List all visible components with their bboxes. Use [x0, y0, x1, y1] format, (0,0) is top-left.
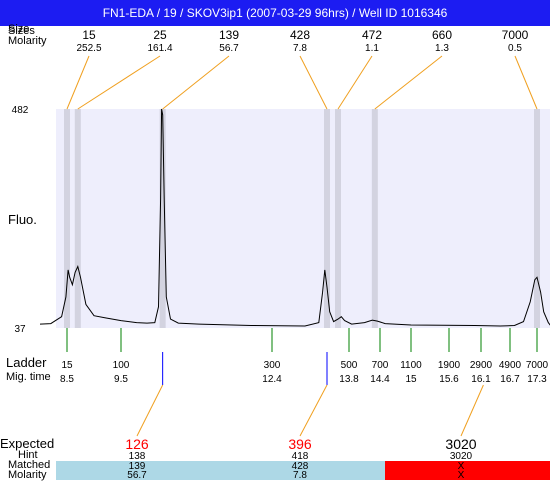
plot-area: [56, 109, 550, 328]
ladder-migtime-label: 9.5: [114, 374, 128, 385]
peak-connector: [162, 55, 230, 110]
peak-size-label: 139: [219, 28, 239, 42]
hint-value: 138: [129, 451, 146, 462]
y-tick-label: 37: [14, 324, 26, 335]
hint-value: 418: [292, 451, 309, 462]
ladder-size-label: 1900: [438, 360, 461, 371]
peak-molarity-label: 161.4: [147, 43, 172, 54]
matched-value: X: [458, 461, 465, 472]
peak-size-label: 472: [362, 28, 382, 42]
peak-molarity-label: 7.8: [293, 43, 307, 54]
matched-value: 139: [129, 461, 146, 472]
ladder-size-label: 2900: [470, 360, 493, 371]
matched-band: [215, 461, 385, 480]
ladder-size-label: 500: [341, 360, 358, 371]
peak-band: [74, 109, 81, 328]
peak-connector: [77, 55, 161, 110]
molarity-bottom-row-label: Molarity: [8, 469, 47, 481]
ladder-size-label: 1100: [400, 360, 422, 371]
ladder-migtime-label: 8.5: [60, 374, 74, 385]
sizes-row-label: Sizes: [8, 25, 35, 37]
peak-band: [159, 109, 166, 328]
peak-connector: [514, 55, 538, 110]
fluorescence-trace: [39, 108, 550, 327]
expected-size-label: 3020: [445, 436, 476, 452]
peak-size-label: 7000: [502, 28, 529, 42]
molarity-row-label: Molarity: [8, 35, 47, 47]
expected-connector: [136, 384, 164, 437]
ladder-migtime-label: 14.4: [370, 374, 390, 385]
ladder-size-label: 15: [61, 360, 73, 371]
peak-size-label: 15: [82, 28, 96, 42]
ladder-size-label: 700: [372, 360, 389, 371]
expected-size-label: 126: [125, 436, 149, 452]
ladder-size-label: 7000: [526, 360, 549, 371]
matched-value: 428: [292, 461, 309, 472]
peak-molarity-label: 1.3: [435, 43, 449, 54]
ladder-row-label: Ladder: [6, 355, 47, 370]
ladder-migtime-label: 15: [405, 374, 417, 385]
ladder-migtime-label: 17.3: [527, 374, 547, 385]
ladder-migtime-label: 12.4: [262, 374, 282, 385]
peak-molarity-label: 252.5: [76, 43, 101, 54]
matched-molarity-value: X: [458, 470, 465, 480]
peak-molarity-label: 1.1: [365, 43, 379, 54]
expected-row-label: Expected: [0, 436, 55, 451]
ladder-size-label: 100: [113, 360, 130, 371]
matched-row-label: Matched: [8, 459, 51, 471]
peak-band: [324, 109, 330, 328]
ladder-migtime-label: 16.1: [471, 374, 491, 385]
matched-band: [56, 461, 215, 480]
ladder-migtime-label: 16.7: [500, 374, 520, 385]
peak-band: [534, 109, 540, 328]
peak-connector: [66, 55, 90, 110]
size-overlap-label: Size: [8, 23, 30, 35]
expected-connector: [460, 384, 484, 437]
ladder-size-label: 300: [264, 360, 281, 371]
peak-band: [371, 109, 378, 328]
expected-connector: [299, 384, 328, 437]
peak-band: [64, 109, 70, 328]
window-title: FN1-EDA / 19 / SKOV3ip1 (2007-03-29 96hr…: [0, 0, 550, 26]
peak-size-label: 428: [290, 28, 310, 42]
unmatched-band: [385, 461, 550, 480]
ladder-size-label: 4900: [499, 360, 522, 371]
y-tick-label: 482: [12, 105, 29, 116]
ladder-migtime-label: 15.6: [439, 374, 459, 385]
hint-value: 3020: [450, 451, 473, 462]
ladder-migtime-label: 13.8: [339, 374, 359, 385]
matched-molarity-value: 7.8: [293, 470, 307, 480]
peak-molarity-label: 56.7: [219, 43, 239, 54]
hint-row-label: Hint: [18, 449, 38, 461]
peak-size-label: 660: [432, 28, 452, 42]
peak-connector: [299, 55, 328, 110]
peak-connector: [337, 55, 373, 110]
peak-molarity-label: 0.5: [508, 43, 522, 54]
peak-band: [335, 109, 341, 328]
matched-molarity-value: 56.7: [127, 470, 147, 480]
mig-time-row-label: Mig. time: [6, 371, 51, 383]
peak-connector: [374, 55, 443, 110]
fluo-axis-label: Fluo.: [8, 212, 37, 227]
peak-size-label: 25: [153, 28, 167, 42]
expected-size-label: 396: [288, 436, 312, 452]
